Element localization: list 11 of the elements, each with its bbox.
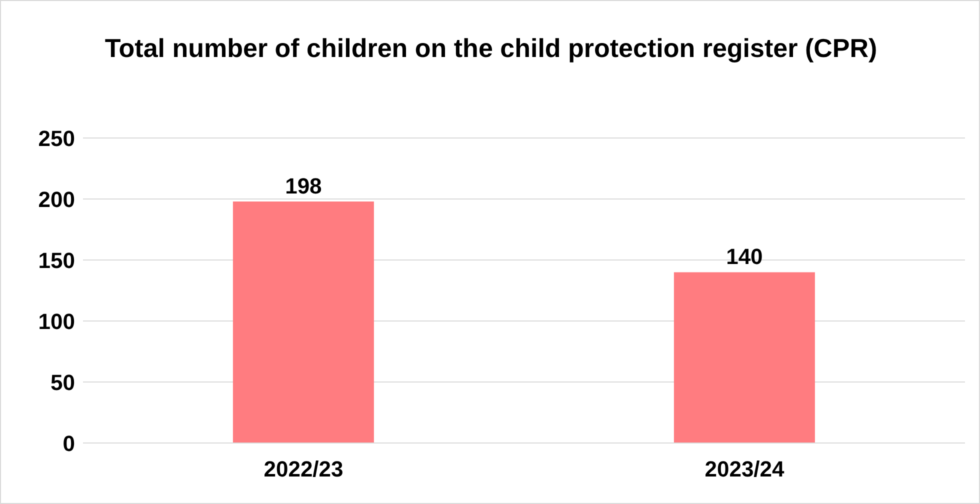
x-tick-label: 2022/23 [264,456,344,482]
y-tick-label: 100 [38,308,75,334]
chart-title: Total number of children on the child protection register (CPR) [104,32,878,65]
y-tick-label: 200 [38,186,75,212]
data-label: 140 [726,244,763,270]
data-label: 198 [285,173,322,198]
y-tick-label: 50 [50,370,75,395]
y-tick-label: 150 [38,248,75,273]
y-tick-label: 250 [38,126,75,151]
x-tick-label: 2023/24 [704,456,786,482]
y-tick-label: 0 [62,430,75,456]
